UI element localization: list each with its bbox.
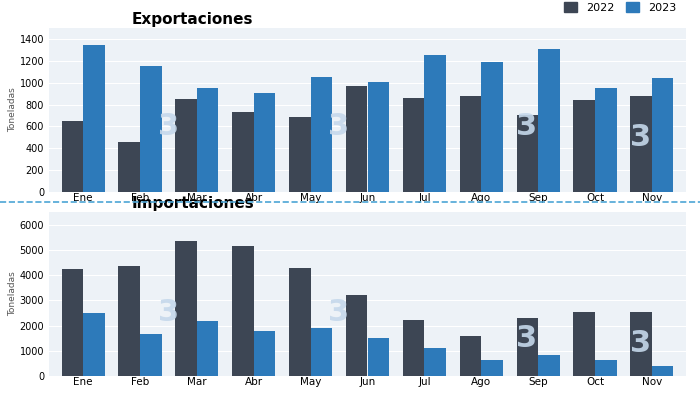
Bar — [232, 112, 253, 192]
Bar — [62, 269, 83, 376]
Legend: 2022, 2023: 2022, 2023 — [559, 0, 680, 17]
Text: 3: 3 — [158, 298, 179, 328]
Y-axis label: Toneladas: Toneladas — [8, 272, 17, 316]
Text: +152,2%: +152,2% — [119, 222, 161, 232]
Bar — [482, 62, 503, 192]
Text: 3: 3 — [328, 298, 349, 328]
Text: +114,1%: +114,1% — [62, 222, 104, 232]
Bar — [460, 336, 481, 376]
Bar — [83, 313, 105, 376]
Text: +47,2%: +47,2% — [407, 222, 442, 232]
Y-axis label: Toneladas: Toneladas — [8, 88, 17, 132]
Text: +24,0%: +24,0% — [236, 222, 272, 232]
Bar — [346, 295, 368, 376]
Bar — [118, 142, 140, 192]
Bar — [482, 360, 503, 376]
Bar — [311, 328, 332, 376]
Bar — [232, 246, 253, 376]
Bar — [83, 46, 105, 192]
Bar — [424, 55, 446, 192]
Text: 3: 3 — [516, 324, 538, 353]
Text: Exportaciones: Exportaciones — [132, 12, 253, 27]
Bar — [289, 116, 311, 192]
Bar — [460, 96, 481, 192]
Text: +93,8%: +93,8% — [520, 222, 556, 232]
Bar — [630, 312, 652, 376]
Bar — [368, 82, 389, 192]
Bar — [62, 121, 83, 192]
Text: 3: 3 — [516, 112, 538, 141]
Bar — [289, 268, 311, 376]
Bar — [311, 77, 332, 192]
Bar — [346, 86, 368, 192]
Bar — [197, 321, 218, 376]
Bar — [538, 355, 560, 376]
Text: 3: 3 — [630, 329, 651, 358]
Bar — [175, 99, 197, 192]
Text: 3: 3 — [158, 112, 179, 141]
Bar — [595, 88, 617, 192]
Text: 3: 3 — [328, 112, 349, 141]
Bar — [253, 93, 275, 192]
Bar — [253, 331, 275, 376]
Text: +4,5%: +4,5% — [352, 222, 383, 232]
Bar — [538, 49, 560, 192]
Bar — [573, 312, 595, 376]
Bar — [424, 348, 446, 376]
Bar — [402, 98, 424, 192]
Bar — [197, 88, 218, 192]
Text: +13,8%: +13,8% — [577, 222, 613, 232]
Bar — [402, 320, 424, 376]
Bar — [175, 241, 197, 376]
Bar — [595, 360, 617, 376]
Bar — [140, 66, 162, 192]
Bar — [118, 266, 140, 376]
Text: +35,1%: +35,1% — [463, 222, 499, 232]
Bar — [573, 100, 595, 192]
Bar — [652, 78, 673, 192]
Text: +11,6%: +11,6% — [178, 222, 215, 232]
Bar — [517, 116, 538, 192]
Text: +18,9%: +18,9% — [634, 222, 670, 232]
Text: Importaciones: Importaciones — [132, 196, 255, 211]
Bar — [517, 318, 538, 376]
Bar — [652, 366, 673, 376]
Text: 3: 3 — [630, 123, 651, 152]
Text: +55,0%: +55,0% — [293, 222, 329, 232]
Bar — [630, 96, 652, 192]
Bar — [368, 338, 389, 376]
Bar — [140, 334, 162, 376]
